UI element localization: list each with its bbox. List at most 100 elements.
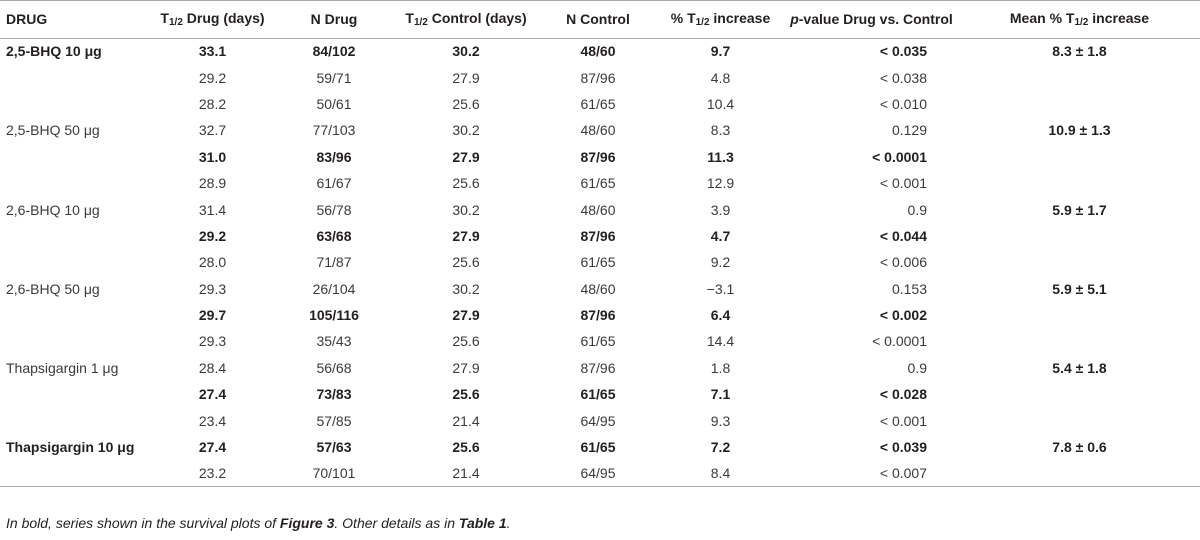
cell-p-value: < 0.039 <box>879 439 927 456</box>
cell-t-half-drug: 29.2 <box>198 227 227 244</box>
cell-n-drug: 71/87 <box>316 254 352 271</box>
cell-t-half-control: 30.2 <box>452 43 480 60</box>
cell-n-control: 61/65 <box>580 386 616 403</box>
cell-n-control: 48/60 <box>580 43 616 60</box>
cell-p-value: < 0.007 <box>784 460 959 488</box>
cell-n-control: 61/65 <box>580 439 616 456</box>
cell-n-drug: 84/102 <box>312 43 356 60</box>
table-row: 29.2 63/68 27.9 87/96 4.7 < 0.044 <box>0 223 1200 249</box>
cell-n-control: 61/65 <box>580 254 616 271</box>
cell-t-half-control: 21.4 <box>452 412 480 429</box>
cell-t-half-control: 30.2 <box>452 122 480 139</box>
cell-p-value: 0.9 <box>907 201 927 218</box>
table-row: 27.4 73/83 25.6 61/65 7.1 < 0.028 <box>0 381 1200 407</box>
cell-p-value: < 0.001 <box>879 175 927 192</box>
cell-n-drug: 70/101 <box>275 460 393 488</box>
top-rule <box>0 0 1200 1</box>
cell-pct-increase: −3.1 <box>706 280 735 297</box>
cell-t-half-drug: 33.1 <box>198 43 227 60</box>
cell-n-drug: 105/116 <box>309 307 359 324</box>
cell-t-half-drug: 28.4 <box>198 359 227 376</box>
cell-n-control: 61/65 <box>580 95 616 112</box>
cell-drug <box>0 460 150 488</box>
cell-pct-increase: 9.3 <box>710 412 731 429</box>
table-row: 29.2 59/71 27.9 87/96 4.8 < 0.038 <box>0 64 1200 90</box>
cell-mean-pct-increase <box>959 407 1200 433</box>
cell-mean-pct-increase <box>959 460 1200 488</box>
cell-t-half-drug: 29.3 <box>198 333 227 350</box>
cell-mean-pct-increase <box>959 223 1200 249</box>
cell-mean-pct-increase <box>959 302 1200 328</box>
figure-reference: Figure 3 <box>279 515 335 531</box>
cell-t-half-control: 30.2 <box>452 280 480 297</box>
cell-t-half-drug: 32.7 <box>198 122 227 139</box>
cell-mean-pct-increase <box>959 381 1200 407</box>
cell-t-half-drug: 27.4 <box>198 386 227 403</box>
cell-t-half-control: 25.6 <box>452 439 480 456</box>
cell-pct-increase: 3.9 <box>710 201 731 218</box>
header-row: DRUG T1/2 Drug (days) N Drug T1/2 Contro… <box>0 0 1200 39</box>
cell-t-half-control: 27.9 <box>452 148 480 165</box>
cell-pct-increase: 8.4 <box>657 460 784 488</box>
table-row: 31.0 83/96 27.9 87/96 11.3 < 0.0001 <box>0 144 1200 170</box>
cell-mean-pct-increase: 8.3 ± 1.8 <box>1052 43 1107 60</box>
cell-drug: 2,6-BHQ 10 μg <box>6 201 100 218</box>
cell-t-half-control: 27.9 <box>452 227 480 244</box>
cell-mean-pct-increase: 5.4 ± 1.8 <box>1052 359 1107 376</box>
cell-t-half-control: 25.6 <box>452 333 480 350</box>
cell-t-half-drug: 31.0 <box>198 148 227 165</box>
cell-mean-pct-increase <box>959 170 1200 196</box>
cell-t-half-control: 25.6 <box>452 175 480 192</box>
cell-t-half-drug: 28.2 <box>198 95 227 112</box>
cell-n-drug: 35/43 <box>316 333 352 350</box>
cell-drug: 2,5-BHQ 50 μg <box>6 122 100 139</box>
cell-pct-increase: 4.8 <box>710 69 731 86</box>
cell-mean-pct-increase: 5.9 ± 5.1 <box>1052 280 1107 297</box>
header-n-drug: N Drug <box>275 0 393 39</box>
cell-n-control: 87/96 <box>580 307 616 324</box>
cell-pct-increase: 12.9 <box>706 175 735 192</box>
cell-p-value: < 0.038 <box>879 69 927 86</box>
cell-n-control: 61/65 <box>580 333 616 350</box>
cell-t-half-drug: 28.0 <box>198 254 227 271</box>
cell-mean-pct-increase: 5.9 ± 1.7 <box>1052 201 1107 218</box>
header-drug: DRUG <box>0 0 150 39</box>
cell-pct-increase: 9.2 <box>710 254 731 271</box>
cell-n-control: 87/96 <box>580 148 616 165</box>
cell-p-value: 0.153 <box>891 280 927 297</box>
cell-drug <box>0 407 150 433</box>
cell-n-control: 48/60 <box>580 201 616 218</box>
cell-t-half-control: 30.2 <box>452 201 480 218</box>
cell-pct-increase: 11.3 <box>707 148 734 165</box>
cell-drug <box>0 223 150 249</box>
table-row: 28.9 61/67 25.6 61/65 12.9 < 0.001 <box>0 170 1200 196</box>
table-row: Thapsigargin 1 μg 28.4 56/68 27.9 87/96 1.8 0.… <box>0 355 1200 381</box>
cell-drug: Thapsigargin 10 μg <box>6 439 135 456</box>
table-row: 23.2 70/101 21.4 64/95 8.4 < 0.007 <box>0 460 1200 488</box>
cell-n-drug: 50/61 <box>316 95 352 112</box>
cell-t-half-drug: 23.4 <box>198 412 227 429</box>
cell-t-half-drug: 31.4 <box>198 201 227 218</box>
header-p-value: p-value Drug vs. Control <box>784 0 959 39</box>
cell-t-half-control: 21.4 <box>393 460 539 488</box>
cell-p-value: < 0.035 <box>879 43 927 60</box>
cell-t-half-drug: 27.4 <box>198 439 227 456</box>
cell-p-value: < 0.010 <box>879 95 927 112</box>
cell-n-control: 87/96 <box>580 69 616 86</box>
cell-n-drug: 83/96 <box>316 148 352 165</box>
cell-p-value: 0.129 <box>891 122 927 139</box>
cell-n-drug: 57/85 <box>316 412 352 429</box>
cell-t-half-drug: 29.2 <box>198 69 227 86</box>
table-row: Thapsigargin 10 μg 27.4 57/63 25.6 61/65 7.2 <… <box>0 434 1200 460</box>
cell-n-control: 64/95 <box>539 460 657 488</box>
cell-n-drug: 56/78 <box>316 201 352 218</box>
cell-mean-pct-increase <box>959 144 1200 170</box>
table-footnote: In bold, series shown in the survival pl… <box>6 515 511 531</box>
cell-pct-increase: 4.7 <box>710 227 731 244</box>
cell-drug <box>0 91 150 117</box>
table-body: 2,5-BHQ 10 μg 33.1 84/102 30.2 48/60 9.7 < 0.0… <box>0 38 1200 488</box>
cell-t-half-drug: 29.7 <box>198 307 227 324</box>
cell-n-drug: 77/103 <box>312 122 356 139</box>
table-row: 2,6-BHQ 10 μg 31.4 56/78 30.2 48/60 3.9 0.9 5.9… <box>0 196 1200 222</box>
